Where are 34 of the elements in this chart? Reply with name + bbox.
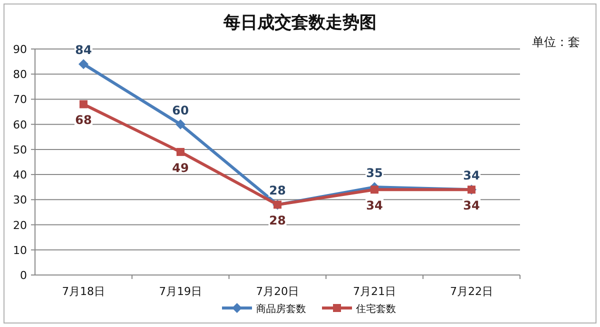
- data-label: 60: [172, 103, 189, 118]
- y-tick-label: 70: [13, 93, 27, 106]
- point: [176, 119, 186, 130]
- data-label: 34: [463, 198, 480, 213]
- x-tick-label: 7月20日: [256, 285, 299, 298]
- x-tick-label: 7月19日: [159, 285, 202, 298]
- legend-label: 住宅套数: [356, 303, 396, 315]
- point: [80, 100, 88, 108]
- data-label: 84: [75, 43, 92, 58]
- data-label: 28: [269, 184, 286, 198]
- chart-title: 每日成交套数走势图: [222, 13, 376, 33]
- data-label: 68: [75, 113, 92, 128]
- point: [370, 186, 378, 194]
- y-tick-label: 40: [13, 168, 27, 182]
- y-tick-label: 20: [13, 218, 27, 232]
- data-label: 28: [269, 214, 286, 228]
- point: [176, 148, 184, 156]
- y-tick-label: 80: [13, 68, 27, 82]
- legend-label: 商品房套数: [256, 303, 306, 315]
- y-tick-label: 60: [13, 118, 27, 132]
- data-label: 35: [366, 166, 383, 180]
- x-tick-label: 7月21日: [353, 285, 396, 298]
- y-tick-label: 50: [13, 143, 27, 156]
- data-label: 49: [172, 160, 189, 175]
- y-tick-label: 90: [13, 43, 27, 56]
- y-tick-label: 10: [13, 244, 27, 257]
- y-tick-label: 0: [20, 269, 27, 282]
- text: 单位：套: [532, 35, 580, 49]
- x-tick-label: 7月22日: [450, 285, 493, 298]
- point: [78, 59, 88, 70]
- x-tick-label: 7月18日: [62, 285, 105, 298]
- data-label: 34: [366, 198, 383, 213]
- data-label: 34: [463, 168, 480, 183]
- y-tick-label: 30: [13, 194, 27, 207]
